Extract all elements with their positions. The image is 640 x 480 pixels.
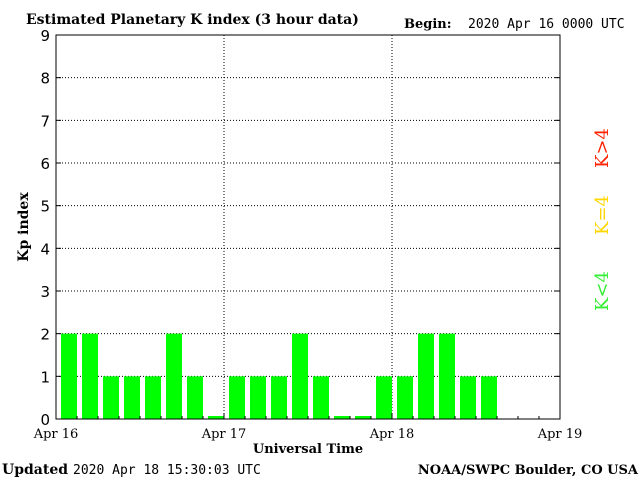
x-tick-label: Apr 18 — [369, 427, 415, 442]
y-tick-label: 2 — [40, 326, 50, 344]
chart-title: Estimated Planetary K index (3 hour data… — [26, 12, 359, 28]
begin-value: 2020 Apr 16 0000 UTC — [468, 17, 625, 32]
kp-bar — [166, 333, 182, 419]
legend-k-equal-4: K=4 — [592, 195, 613, 235]
kp-bar — [145, 376, 161, 419]
y-tick-label: 8 — [40, 70, 50, 88]
kp-bar — [229, 376, 245, 419]
y-tick-label: 7 — [40, 112, 50, 130]
kp-bar — [103, 376, 119, 419]
y-tick-label: 9 — [40, 27, 50, 45]
x-tick-label: Apr 17 — [201, 427, 247, 442]
kp-bar — [250, 376, 266, 419]
kp-bar — [82, 333, 98, 419]
bar-series — [61, 333, 497, 419]
updated-value: 2020 Apr 18 15:30:03 UTC — [73, 463, 261, 478]
y-tick-label: 1 — [40, 368, 50, 386]
kp-bar — [460, 376, 476, 419]
kp-bar — [418, 333, 434, 419]
y-tick-label: 5 — [40, 198, 50, 216]
kp-bar — [187, 376, 203, 419]
x-tick-label: Apr 19 — [537, 427, 583, 442]
x-tick-label: Apr 16 — [33, 427, 79, 442]
kp-bar — [271, 376, 287, 419]
kp-bar — [313, 376, 329, 419]
kp-bar — [292, 333, 308, 419]
kp-bar — [61, 333, 77, 419]
y-tick-label: 4 — [40, 240, 50, 258]
kp-bar — [481, 376, 497, 419]
kp-bar — [334, 416, 350, 419]
kp-bar — [355, 416, 371, 419]
legend-k-less-4: K<4 — [592, 271, 613, 311]
kp-bar — [439, 333, 455, 419]
source-credit: NOAA/SWPC Boulder, CO USA — [418, 463, 639, 478]
kp-bar — [397, 376, 413, 419]
kp-bar — [376, 376, 392, 419]
y-axis-ticks: 0 1 2 3 4 5 6 7 8 9 — [40, 27, 560, 429]
y-axis-label: Kp index — [16, 192, 32, 262]
y-tick-label: 6 — [40, 155, 50, 173]
begin-label: Begin: — [404, 17, 452, 32]
kp-bar — [208, 416, 224, 419]
updated-label: Updated — [2, 462, 68, 478]
x-axis-ticks: Apr 16 Apr 17 Apr 18 Apr 19 — [33, 413, 583, 442]
y-tick-label: 3 — [40, 283, 50, 301]
legend-k-greater-4: K>4 — [592, 128, 613, 168]
kp-bar — [124, 376, 140, 419]
grid-lines — [56, 35, 560, 419]
x-axis-label: Universal Time — [253, 442, 363, 457]
y-tick-label: 0 — [40, 411, 50, 429]
